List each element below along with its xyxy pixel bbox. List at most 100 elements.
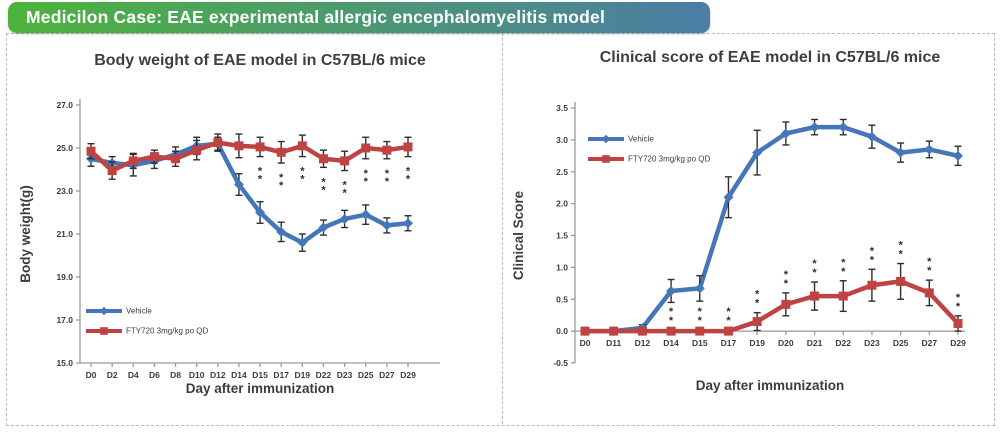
svg-text:D19: D19 [295, 370, 311, 380]
svg-text:*: * [898, 249, 903, 261]
svg-text:D25: D25 [358, 370, 374, 380]
body-weight-chart: Body weight of EAE model in C57BL/6 mice… [18, 52, 440, 396]
svg-text:3.5: 3.5 [556, 103, 568, 113]
svg-text:*: * [279, 172, 284, 184]
svg-text:Body weight of EAE model in C5: Body weight of EAE model in C57BL/6 mice [94, 52, 426, 69]
svg-text:*: * [841, 257, 846, 269]
svg-text:D25: D25 [893, 338, 909, 348]
svg-text:Body weight(g): Body weight(g) [18, 185, 33, 283]
svg-text:3.0: 3.0 [556, 135, 568, 145]
svg-text:*: * [898, 240, 903, 252]
svg-text:*: * [956, 292, 961, 304]
svg-text:D14: D14 [663, 338, 679, 348]
svg-text:*: * [258, 166, 263, 178]
svg-text:*: * [870, 245, 875, 257]
svg-text:*: * [755, 298, 760, 310]
svg-text:D8: D8 [170, 370, 181, 380]
svg-text:D0: D0 [86, 370, 97, 380]
svg-text:*: * [342, 188, 347, 200]
svg-text:2.5: 2.5 [556, 167, 568, 177]
svg-text:D27: D27 [922, 338, 938, 348]
svg-text:1.5: 1.5 [556, 231, 568, 241]
charts-outer-box [6, 33, 995, 426]
svg-text:Day after immunization: Day after immunization [186, 381, 335, 396]
svg-text:15.0: 15.0 [56, 358, 73, 368]
svg-text:Clinical score of EAE model in: Clinical score of EAE model in C57BL/6 m… [600, 49, 941, 66]
svg-text:D29: D29 [950, 338, 966, 348]
svg-text:D2: D2 [107, 370, 118, 380]
svg-text:D21: D21 [807, 338, 823, 348]
svg-text:23.0: 23.0 [56, 186, 73, 196]
svg-text:D12: D12 [210, 370, 226, 380]
header-title: Medicilon Case: EAE experimental allergi… [26, 7, 606, 27]
svg-text:*: * [406, 174, 411, 186]
svg-text:0.5: 0.5 [556, 294, 568, 304]
svg-text:*: * [300, 174, 305, 186]
svg-text:*: * [698, 315, 703, 327]
svg-text:D20: D20 [778, 338, 794, 348]
svg-text:D10: D10 [189, 370, 205, 380]
svg-text:*: * [726, 306, 731, 318]
svg-text:*: * [321, 184, 326, 196]
svg-text:Vehicle: Vehicle [126, 307, 152, 316]
svg-text:D22: D22 [835, 338, 851, 348]
svg-text:19.0: 19.0 [56, 272, 73, 282]
svg-text:D29: D29 [400, 370, 416, 380]
svg-text:*: * [258, 174, 263, 186]
svg-text:25.0: 25.0 [56, 143, 73, 153]
svg-text:*: * [755, 289, 760, 301]
svg-text:21.0: 21.0 [56, 229, 73, 239]
svg-text:*: * [870, 254, 875, 266]
svg-text:D27: D27 [379, 370, 395, 380]
svg-text:27.0: 27.0 [56, 100, 73, 110]
svg-text:Clinical Score: Clinical Score [511, 190, 526, 280]
svg-text:D0: D0 [580, 338, 591, 348]
svg-text:D23: D23 [337, 370, 353, 380]
svg-text:17.0: 17.0 [56, 315, 73, 325]
header-banner: Medicilon Case: EAE experimental allergi… [8, 2, 710, 33]
svg-text:1.0: 1.0 [556, 262, 568, 272]
svg-text:D6: D6 [149, 370, 160, 380]
svg-text:D22: D22 [316, 370, 332, 380]
svg-text:D17: D17 [273, 370, 289, 380]
svg-text:*: * [385, 168, 390, 180]
svg-text:*: * [784, 278, 789, 290]
svg-text:*: * [784, 269, 789, 281]
svg-text:2.0: 2.0 [556, 199, 568, 209]
svg-text:*: * [698, 306, 703, 318]
svg-text:*: * [364, 176, 369, 188]
svg-text:D15: D15 [252, 370, 268, 380]
svg-text:Day after immunization: Day after immunization [696, 378, 845, 393]
svg-text:D12: D12 [635, 338, 651, 348]
svg-text:D17: D17 [721, 338, 737, 348]
svg-text:*: * [406, 166, 411, 178]
svg-text:*: * [927, 256, 932, 268]
svg-text:*: * [321, 176, 326, 188]
svg-text:*: * [342, 180, 347, 192]
svg-text:*: * [300, 166, 305, 178]
svg-text:FTY720 3mg/kg po QD: FTY720 3mg/kg po QD [628, 155, 710, 164]
svg-text:*: * [812, 267, 817, 279]
svg-text:*: * [841, 266, 846, 278]
svg-text:*: * [669, 306, 674, 318]
svg-text:*: * [726, 315, 731, 327]
svg-text:FTY720 3mg/kg po QD: FTY720 3mg/kg po QD [126, 327, 208, 336]
svg-text:D4: D4 [128, 370, 139, 380]
svg-text:-0.5: -0.5 [553, 358, 568, 368]
panel-divider [502, 33, 503, 424]
svg-text:*: * [956, 301, 961, 313]
svg-text:D19: D19 [749, 338, 765, 348]
svg-text:*: * [279, 180, 284, 192]
svg-text:D15: D15 [692, 338, 708, 348]
svg-text:*: * [385, 176, 390, 188]
svg-text:Vehicle: Vehicle [628, 135, 654, 144]
svg-text:D11: D11 [606, 338, 621, 348]
svg-text:*: * [927, 265, 932, 277]
svg-text:*: * [364, 168, 369, 180]
svg-text:D23: D23 [864, 338, 880, 348]
svg-text:0.0: 0.0 [556, 326, 568, 336]
svg-text:D14: D14 [231, 370, 247, 380]
svg-text:*: * [812, 258, 817, 270]
svg-text:*: * [669, 315, 674, 327]
